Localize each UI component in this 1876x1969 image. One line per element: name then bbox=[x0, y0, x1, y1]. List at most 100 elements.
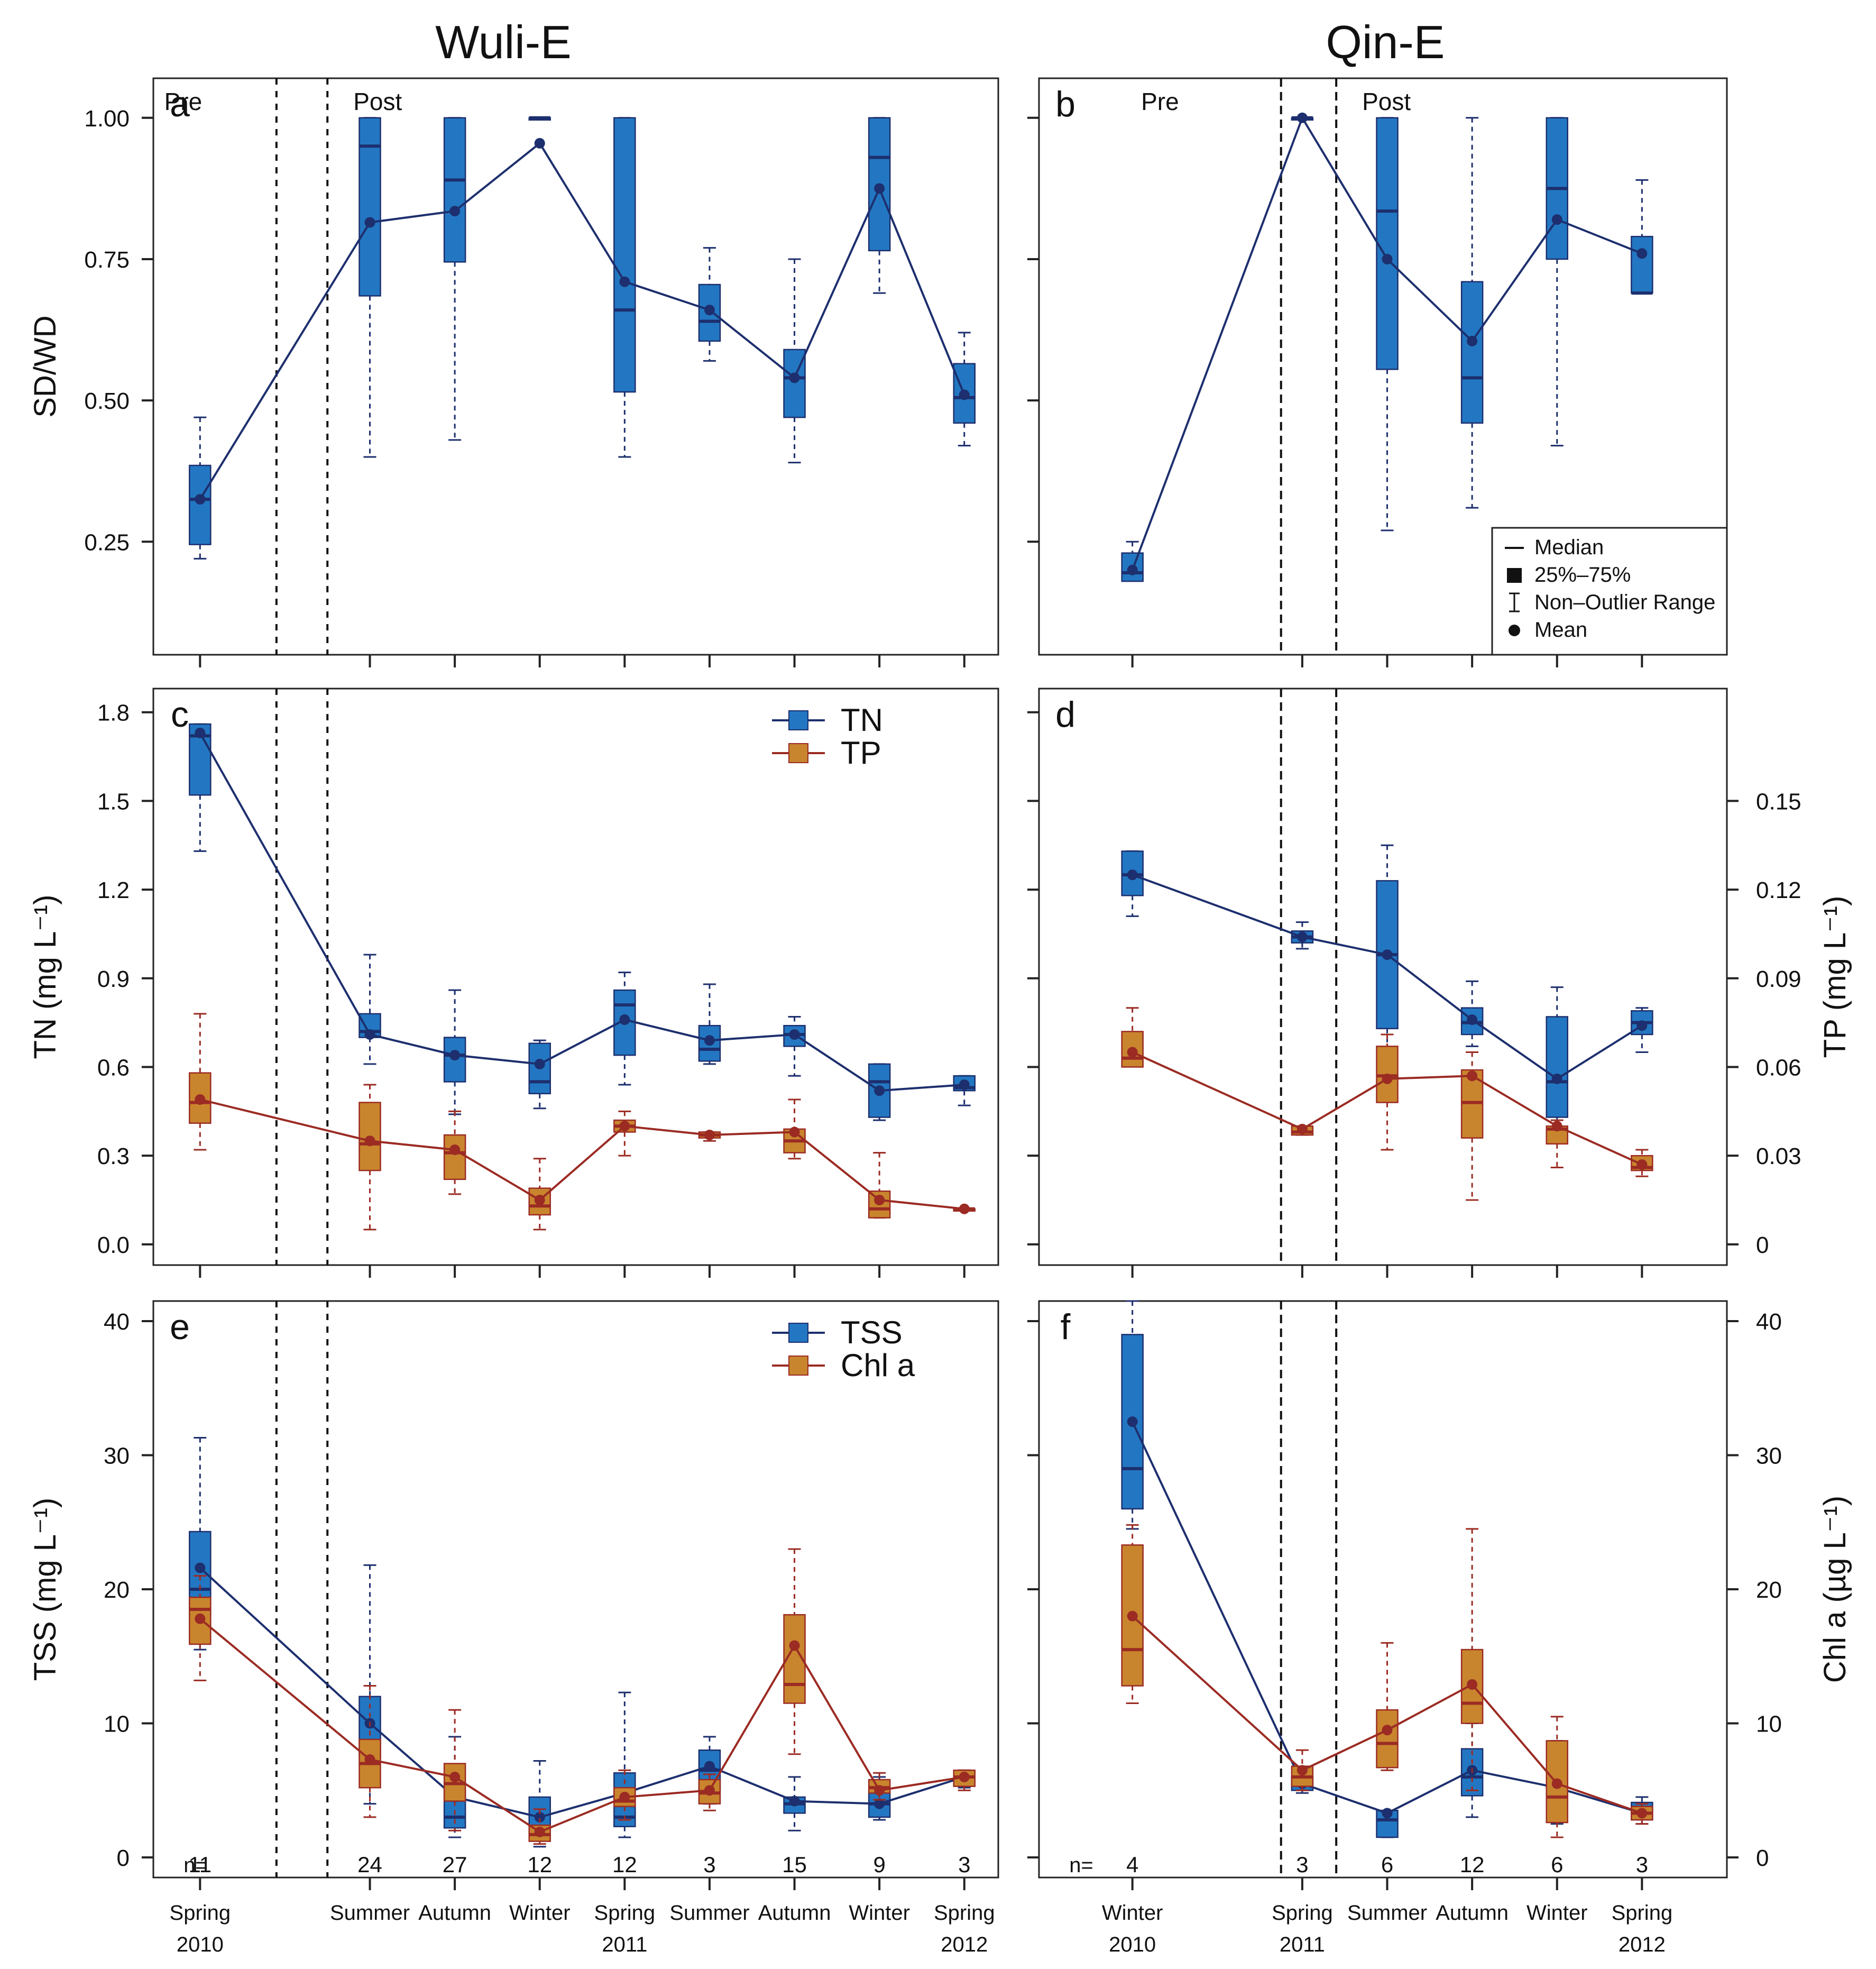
panel-letter: a bbox=[170, 84, 190, 124]
legend-range-label: Non–Outlier Range bbox=[1534, 591, 1715, 614]
y-axis-label: TSS (mg L⁻¹) bbox=[28, 1498, 62, 1681]
n-value: 27 bbox=[443, 1852, 467, 1877]
x-year-label: 2012 bbox=[1618, 1933, 1666, 1956]
legend-label-tss: TSS bbox=[841, 1315, 903, 1350]
n-value: 9 bbox=[873, 1852, 885, 1877]
mean-point bbox=[704, 1130, 715, 1141]
phase-label-post: Post bbox=[353, 88, 402, 115]
legend-swatch-tp bbox=[788, 743, 808, 763]
mean-point bbox=[1296, 112, 1308, 123]
x-tick-label: Spring bbox=[1612, 1901, 1673, 1925]
legend-box-label: 25%–75% bbox=[1534, 563, 1631, 587]
legend-label-tn: TN bbox=[841, 702, 883, 738]
right-y-tick-label: 0.06 bbox=[1756, 1055, 1801, 1080]
mean-point bbox=[195, 1613, 206, 1624]
right-y-tick-label: 0 bbox=[1756, 1845, 1769, 1871]
legend-label-tp: TP bbox=[841, 735, 881, 771]
box-iqr bbox=[189, 1072, 211, 1124]
legend-mean-symbol bbox=[1509, 625, 1520, 636]
mean-point bbox=[1127, 1416, 1138, 1427]
x-tick-label: Winter bbox=[509, 1901, 571, 1925]
mean-point bbox=[1127, 869, 1138, 881]
mean-point bbox=[1636, 1020, 1648, 1031]
mean-point bbox=[959, 1771, 970, 1782]
mean-line bbox=[1131, 1421, 1642, 1815]
panel-f: f 0 10 20 30 40 Chl a (µg L⁻¹) n= 4 3 6 12 6 3 Winter S… bbox=[1027, 1300, 1852, 1956]
n-value: 3 bbox=[1636, 1852, 1648, 1877]
right-y-axis-label: TP (mg L⁻¹) bbox=[1818, 896, 1852, 1058]
legend-frame bbox=[1491, 527, 1728, 656]
right-y-axis-label: Chl a (µg L⁻¹) bbox=[1818, 1496, 1852, 1683]
panel-letter: d bbox=[1055, 694, 1075, 735]
x-year-label: 2010 bbox=[1109, 1933, 1156, 1956]
x-tick-label: Spring bbox=[170, 1901, 231, 1925]
mean-point bbox=[1382, 1808, 1393, 1819]
series-tp bbox=[1121, 1007, 1653, 1201]
mean-point bbox=[704, 1761, 715, 1772]
x-tick-label: Spring bbox=[934, 1901, 995, 1925]
mean-point bbox=[195, 1094, 206, 1105]
x-tick-label: Spring bbox=[1272, 1901, 1333, 1925]
mean-point bbox=[1382, 1725, 1393, 1736]
right-y-tick-label: 0 bbox=[1756, 1232, 1769, 1258]
x-tick-label: Autumn bbox=[418, 1901, 491, 1925]
x-tick-label: Winter bbox=[1102, 1901, 1163, 1925]
legend-box-stats: Median 25%–75% Non–Outlier Range Mean bbox=[1491, 527, 1728, 656]
mean-point bbox=[619, 1791, 630, 1802]
mean-point bbox=[704, 305, 715, 316]
panel-frame bbox=[1038, 688, 1728, 1266]
x-year-label: 2011 bbox=[1280, 1933, 1325, 1956]
mean-point bbox=[874, 1798, 885, 1809]
mean-point bbox=[364, 1029, 375, 1040]
series-chl-a bbox=[189, 1548, 976, 1845]
n-value: 12 bbox=[1460, 1852, 1485, 1877]
right-y-tick-label: 40 bbox=[1756, 1309, 1782, 1335]
phase-label-pre: Pre bbox=[164, 88, 203, 115]
box-iqr bbox=[1631, 235, 1653, 294]
y-tick-label: 1.5 bbox=[97, 789, 130, 814]
mean-point bbox=[1467, 335, 1478, 346]
mean-line bbox=[1132, 1051, 1643, 1166]
y-axis-label: TN (mg L⁻¹) bbox=[28, 895, 62, 1059]
y-tick-label: 30 bbox=[104, 1443, 130, 1469]
y-tick-label: 0.9 bbox=[97, 966, 130, 992]
right-y-tick-label: 10 bbox=[1756, 1711, 1782, 1737]
x-tick-label: Spring bbox=[594, 1901, 656, 1925]
box-iqr bbox=[1376, 117, 1399, 370]
box-iqr bbox=[1121, 552, 1144, 582]
n-value: 6 bbox=[1381, 1852, 1393, 1877]
legend-box-symbol bbox=[1507, 568, 1522, 583]
mean-point bbox=[534, 1195, 545, 1206]
right-y-tick-label: 20 bbox=[1756, 1577, 1782, 1603]
n-value: 3 bbox=[1296, 1852, 1308, 1877]
mean-line bbox=[1132, 874, 1643, 1080]
mean-line bbox=[199, 1098, 964, 1210]
panel-letter: b bbox=[1055, 84, 1075, 124]
mean-point bbox=[364, 217, 375, 228]
series-tn bbox=[189, 723, 976, 1121]
phase-label-pre: Pre bbox=[1141, 88, 1179, 115]
n-label: n= bbox=[183, 1854, 208, 1877]
mean-point bbox=[619, 1014, 630, 1025]
mean-line bbox=[1132, 1615, 1643, 1815]
mean-line bbox=[199, 732, 964, 1092]
mean-point bbox=[364, 1135, 375, 1147]
mean-point bbox=[449, 206, 461, 217]
mean-point bbox=[1636, 1808, 1648, 1819]
n-value: 24 bbox=[357, 1852, 382, 1877]
col-title-wuli: Wuli-E bbox=[435, 16, 572, 68]
mean-point bbox=[1296, 931, 1308, 942]
mean-point bbox=[1551, 1121, 1562, 1132]
mean-line bbox=[199, 1618, 965, 1834]
mean-point bbox=[789, 1029, 800, 1040]
box-iqr bbox=[1460, 281, 1484, 424]
mean-point bbox=[1296, 1123, 1308, 1134]
mean-point bbox=[959, 1079, 970, 1091]
x-year-label: 2011 bbox=[602, 1933, 647, 1956]
mean-line bbox=[1131, 115, 1643, 571]
y-tick-label: 1.8 bbox=[97, 700, 130, 726]
legend-swatch-chla bbox=[788, 1356, 808, 1376]
mean-point bbox=[195, 727, 206, 738]
